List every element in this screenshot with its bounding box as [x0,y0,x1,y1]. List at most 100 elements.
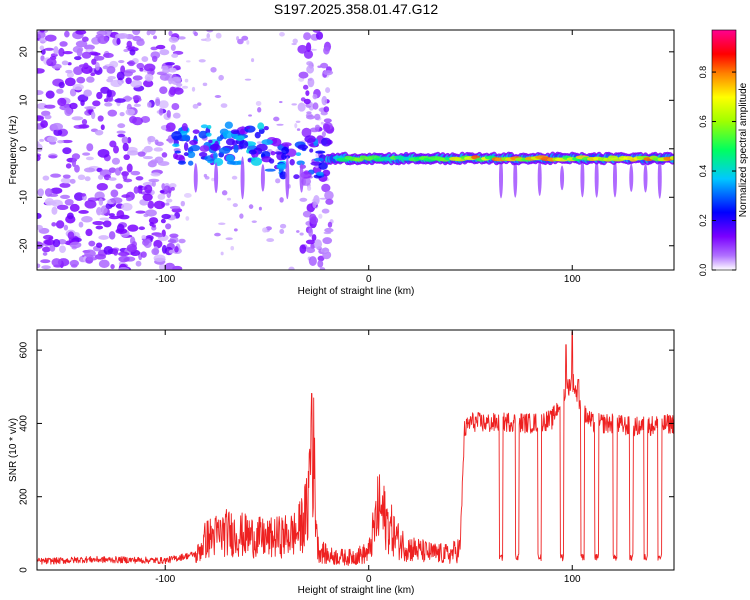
spectrogram-blob [322,237,333,245]
spectrogram-blob [71,116,84,121]
spectrogram-blob [130,79,143,88]
spectrogram-blob [53,46,59,55]
spectrogram-blob [141,56,149,62]
spectrogram-blob [327,221,333,228]
spectrogram-blob [102,220,112,228]
snr-x-tick-label: 0 [366,574,372,585]
colorbar-tick-label: 0.4 [698,165,708,178]
spectrogram-blob [37,143,43,153]
spectrogram-blob [323,70,334,76]
spectrogram-blob [218,74,224,81]
snr-x-label: Height of straight line (km) [298,585,415,596]
spectrogram-blob [75,30,87,35]
spectrogram-blob [110,264,115,270]
spectrogram-blob [44,34,57,42]
spectrogram-blob [155,98,161,107]
spectrogram-blob [281,152,287,161]
spectrogram-blob [318,213,323,219]
spectrogram-blob [185,60,191,63]
spectrogram-blob [78,124,90,129]
spectrogram-blob [222,130,234,139]
spectrogram-blob [62,174,71,179]
spectrogram-blob [214,162,219,194]
spectrogram-blob [118,166,123,172]
spectrogram-blob [168,36,179,43]
spectrogram-blob [245,126,251,130]
spectrogram-blob [182,85,189,89]
spectrogram-blob [127,224,139,232]
spectrogram-blob [76,76,86,84]
spectrogram-blob [108,213,115,217]
spectrogram-blob [116,130,126,134]
snr-x-tick-label: -100 [155,574,175,585]
spectrogram-blob [67,231,75,240]
spectrogram-blob [37,212,42,219]
spectrogram-blob [69,203,80,212]
spectrogram-blob [53,128,63,137]
spectrogram-blob [97,148,110,158]
spectrogram-blob [37,115,45,122]
spectrogram-blob [137,186,143,194]
spectrogram-blob [276,123,284,126]
spectrogram-blob [46,136,58,143]
spectrogram-blob [233,144,239,153]
spectrogram-blob [143,155,153,160]
spectrogram-blob [52,238,61,248]
spectrogram-blob [147,200,155,209]
spectrogram-blob [138,226,146,231]
spectrogram-blob [208,139,213,144]
spectrogram-blob [41,265,51,270]
spectrogram-blob [81,51,92,59]
spectrogram-blob [122,70,134,77]
spectrogram-blob [279,223,287,229]
spectrogram-blob [125,77,132,85]
spectrogram-blob [153,200,165,210]
spectrogram-blob [308,256,317,266]
spectrogram-blob [198,152,208,157]
spectrogram-blob [321,95,328,106]
spectrogram-blob [311,234,317,241]
spectrogram-blob [258,206,262,211]
spectrogram-blob [237,38,244,45]
spectrogram-blob [153,35,158,40]
spectrogram-blob [325,198,334,205]
spectrogram-blob [279,171,287,180]
spectrogram-blob [83,89,93,97]
spectrogram-blob [312,30,321,34]
spectrogram-blob [69,88,77,97]
spectrogram-blob [62,147,72,155]
spectrogram-blob [314,113,321,121]
spectrogram-blob [323,46,330,55]
spectrogram-blob [296,160,305,166]
spectrogram-blob [260,164,265,192]
spectrogram-blob [297,102,306,112]
spectrogram-blob [285,156,290,200]
spectrogram-blob [178,238,186,244]
spectrogram-blob [629,163,634,192]
spectrogram-blob [133,186,139,194]
spectrogram-blob [291,103,297,106]
spectrogram-blob [142,181,155,187]
spectrogram-blob [321,208,330,214]
colorbar-tick-label: 0.6 [698,115,708,128]
spectrogram-blob [271,137,282,147]
spectrogram-blob [321,183,331,193]
spectrogram-blob [309,213,317,223]
spectrogram-blob [612,158,617,198]
spectrogram-blob [312,201,317,209]
spectrogram-blob [322,250,332,260]
spectrogram-blob [81,36,89,42]
spectrogram-blob [85,156,94,161]
spectrogram-blob [230,246,235,251]
spectrogram-blob [108,167,117,173]
spectrogram-blob [301,127,312,138]
snr-y-axis: 0 200 400 600 [19,341,674,573]
spectrogram-blob [117,133,126,138]
spectrogram-blob [174,245,179,253]
spectrogram-blob [107,109,118,117]
spectrogram-blob [170,76,181,85]
spectrogram-blob [60,177,72,184]
spectrogram-blob [248,149,257,155]
spectrogram-blob [74,164,80,173]
spectrogram-blob [297,44,308,54]
